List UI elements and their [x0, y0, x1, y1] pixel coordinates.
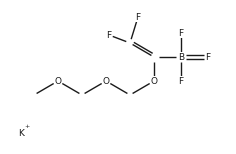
Text: O: O — [55, 77, 62, 85]
Text: F: F — [205, 53, 211, 61]
Text: O: O — [102, 77, 110, 85]
Text: B: B — [178, 53, 184, 61]
Text: O: O — [151, 77, 157, 85]
Text: F: F — [178, 77, 184, 85]
Text: F: F — [178, 28, 184, 38]
Text: +: + — [24, 124, 30, 128]
Text: F: F — [135, 12, 141, 22]
Text: F: F — [106, 30, 112, 39]
Text: K: K — [18, 128, 24, 138]
